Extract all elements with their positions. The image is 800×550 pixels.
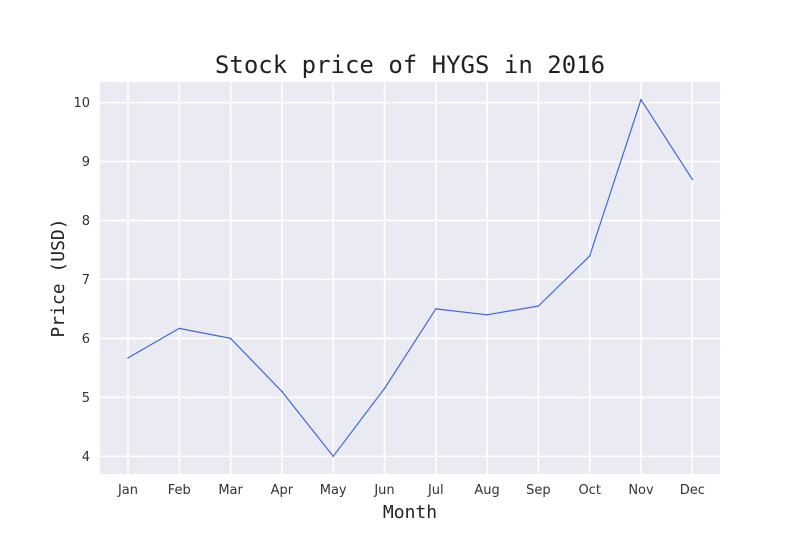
x-tick-label: Jan	[117, 483, 138, 498]
x-tick-label: Jun	[373, 483, 394, 498]
data-point	[281, 390, 283, 393]
y-tick-label: 4	[82, 450, 90, 465]
series-group	[127, 98, 694, 458]
y-tick-label: 10	[73, 96, 90, 111]
data-point	[383, 387, 386, 390]
x-tick-label: Feb	[168, 483, 191, 498]
x-tick-label: Aug	[474, 483, 499, 498]
y-tick-label: 5	[82, 391, 90, 406]
data-point	[537, 305, 540, 307]
data-point	[127, 357, 129, 359]
data-point	[178, 327, 181, 330]
data-point	[640, 98, 642, 101]
chart-title: Stock price of HYGS in 2016	[215, 51, 605, 79]
data-point	[229, 337, 232, 340]
x-tick-label: Nov	[628, 483, 654, 498]
x-tick-label: Jul	[427, 483, 444, 498]
y-tick-label: 8	[82, 214, 90, 229]
y-axis-label: Price (USD)	[48, 218, 69, 337]
data-point	[588, 255, 591, 257]
x-tick-label: Sep	[526, 483, 551, 498]
plot-area	[100, 82, 720, 474]
y-tick-label: 9	[82, 155, 90, 170]
x-tick-label: Apr	[271, 483, 294, 498]
data-point	[691, 178, 694, 181]
x-tick-label: Mar	[218, 483, 243, 498]
series-line	[127, 99, 693, 457]
x-tick-label: Dec	[680, 483, 705, 498]
y-tick-label: 6	[82, 332, 90, 347]
tick-labels: 4 5 6 7 8 9 10 Jan Feb Mar Apr May Jun Jul Aug Sep Oct No…	[73, 96, 704, 498]
data-point	[435, 308, 437, 310]
x-tick-label: May	[320, 483, 347, 498]
y-tick-label: 7	[82, 273, 90, 288]
grid-lines	[100, 82, 720, 474]
data-point	[486, 314, 488, 316]
x-axis-label: Month	[383, 502, 437, 523]
x-tick-label: Oct	[578, 483, 600, 498]
data-point	[332, 455, 335, 458]
